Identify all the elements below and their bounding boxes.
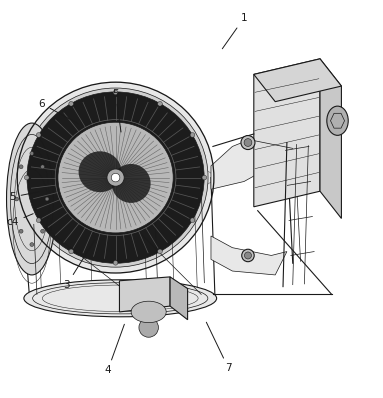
Text: 6: 6 xyxy=(38,99,78,124)
Circle shape xyxy=(244,139,252,146)
Circle shape xyxy=(158,249,162,254)
Circle shape xyxy=(41,229,44,233)
Ellipse shape xyxy=(24,280,217,317)
Circle shape xyxy=(190,218,195,222)
Circle shape xyxy=(36,218,41,222)
Polygon shape xyxy=(170,277,188,320)
Polygon shape xyxy=(211,236,287,275)
Circle shape xyxy=(202,175,207,180)
Circle shape xyxy=(25,175,29,180)
Circle shape xyxy=(19,229,23,233)
Text: 4: 4 xyxy=(105,324,124,375)
Text: 5: 5 xyxy=(9,192,39,202)
Circle shape xyxy=(19,165,23,169)
Circle shape xyxy=(139,318,159,337)
Circle shape xyxy=(242,249,254,262)
Polygon shape xyxy=(320,59,341,219)
Text: 1: 1 xyxy=(222,13,247,49)
Text: 3: 3 xyxy=(64,240,95,290)
Text: c4: c4 xyxy=(6,214,33,227)
Circle shape xyxy=(45,197,49,201)
Text: 5: 5 xyxy=(112,89,121,132)
Circle shape xyxy=(158,101,162,106)
Ellipse shape xyxy=(23,88,208,267)
Circle shape xyxy=(36,133,41,137)
Circle shape xyxy=(113,260,118,265)
Ellipse shape xyxy=(27,92,204,263)
Circle shape xyxy=(113,90,118,95)
Polygon shape xyxy=(211,131,291,189)
Ellipse shape xyxy=(112,164,151,203)
Ellipse shape xyxy=(7,123,57,275)
Circle shape xyxy=(30,152,34,155)
Circle shape xyxy=(107,169,124,186)
Ellipse shape xyxy=(58,122,173,233)
Polygon shape xyxy=(254,59,341,101)
Circle shape xyxy=(111,173,120,182)
Circle shape xyxy=(30,243,34,246)
Circle shape xyxy=(15,197,19,201)
Ellipse shape xyxy=(327,106,348,135)
Polygon shape xyxy=(119,277,170,312)
Circle shape xyxy=(190,133,195,137)
Text: 7: 7 xyxy=(206,322,232,373)
Ellipse shape xyxy=(131,301,166,323)
Circle shape xyxy=(241,136,255,150)
Ellipse shape xyxy=(18,83,213,272)
Circle shape xyxy=(244,252,252,259)
Polygon shape xyxy=(254,59,320,207)
Ellipse shape xyxy=(79,151,121,192)
Circle shape xyxy=(41,165,44,169)
Circle shape xyxy=(69,101,74,106)
Circle shape xyxy=(69,249,74,254)
